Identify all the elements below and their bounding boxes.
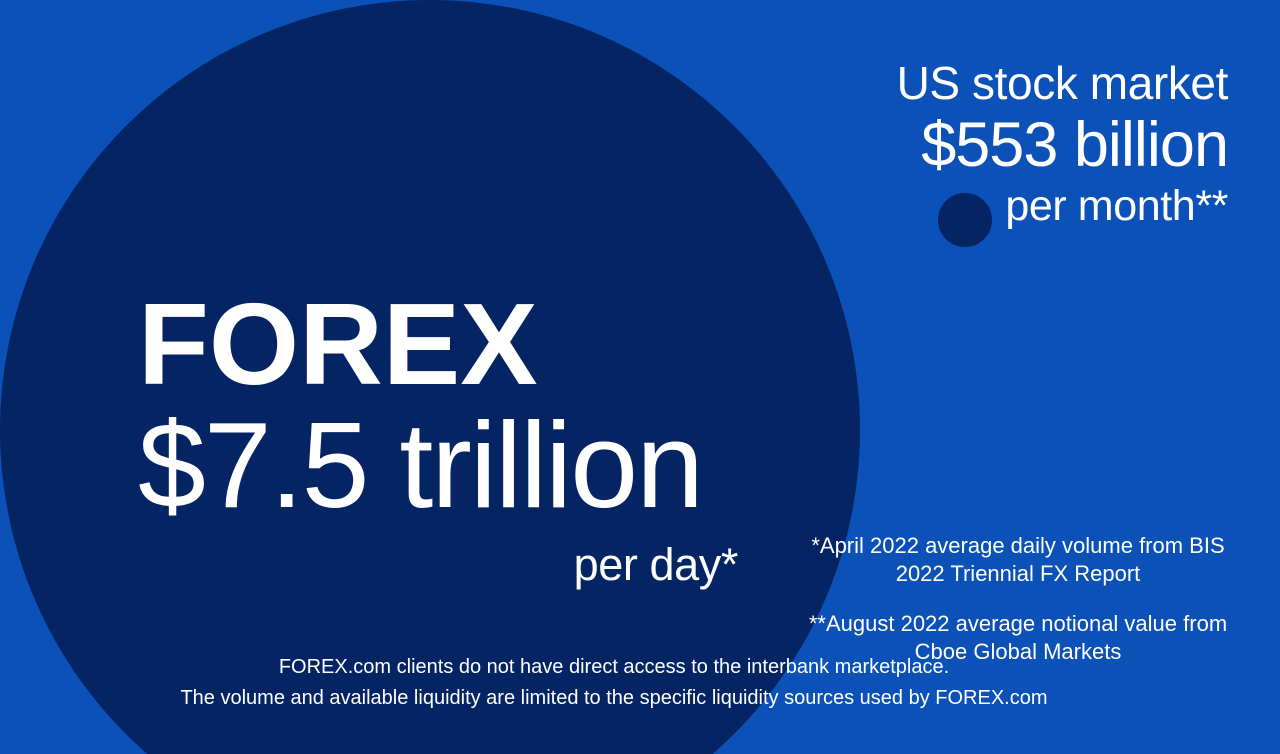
- stock-market-value: $553 billion: [921, 110, 1229, 180]
- forex-volume-circle: [0, 0, 860, 754]
- footnote-stock-source: **August 2022 average notional value fro…: [808, 611, 1228, 665]
- disclaimer-line-1: FOREX.com clients do not have direct acc…: [278, 656, 950, 678]
- forex-value: $7.5 trillion: [138, 397, 704, 533]
- forex-period: per day*: [573, 539, 739, 590]
- disclaimer: FOREX.com clients do not have direct acc…: [0, 652, 1280, 714]
- stock-market-period: per month**: [1005, 182, 1228, 230]
- stock-market-stat-block: US stock market $553 billion per month**: [668, 57, 1229, 230]
- footnotes: *April 2022 average daily volume from BI…: [808, 532, 1228, 667]
- forex-title: FOREX: [138, 279, 538, 409]
- forex-stat-block: FOREX $7.5 trillion per day*: [138, 286, 738, 587]
- stock-market-label: US stock market: [896, 57, 1229, 109]
- disclaimer-line-2: The volume and available liquidity are l…: [180, 687, 1048, 709]
- footnote-forex-source: *April 2022 average daily volume from BI…: [811, 533, 1225, 587]
- stock-volume-circle: [938, 193, 992, 247]
